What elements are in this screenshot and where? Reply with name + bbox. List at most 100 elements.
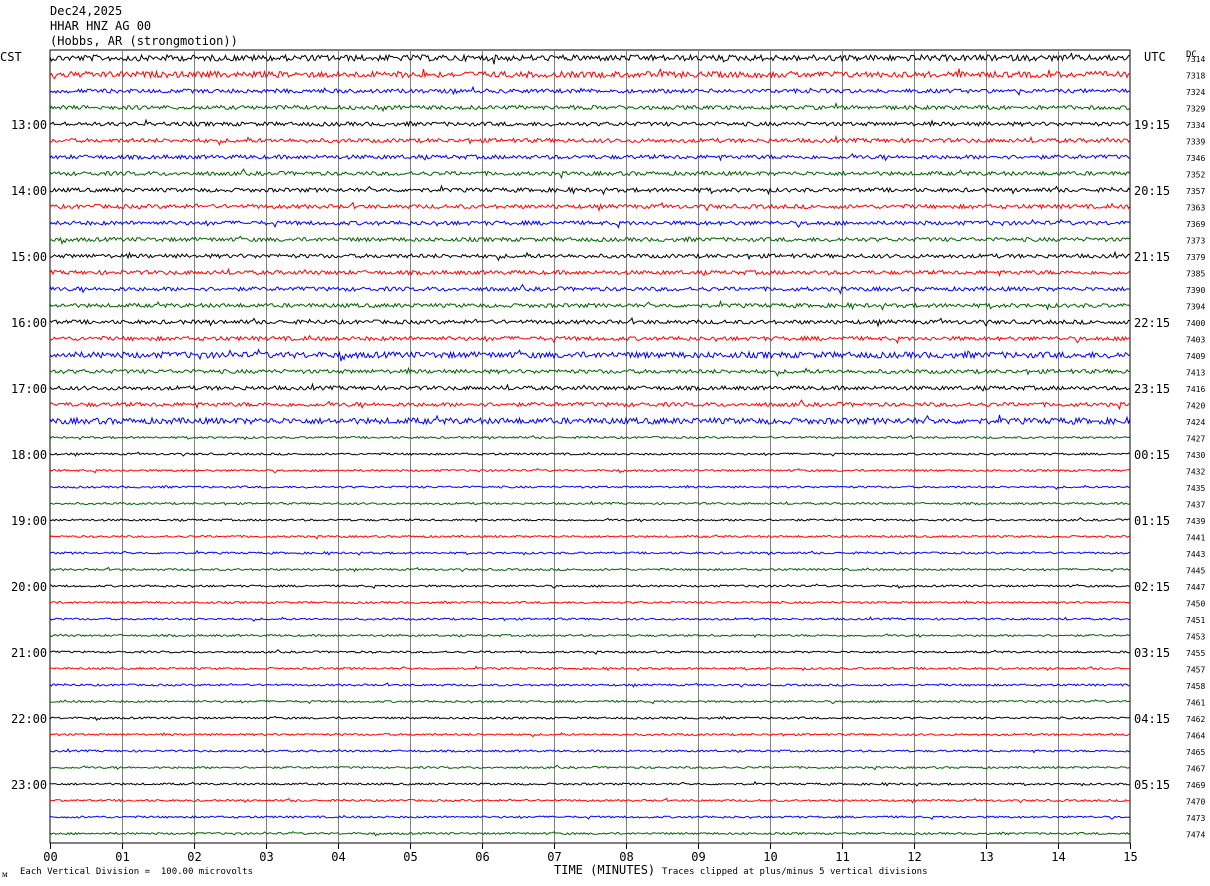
- corner-mark: ᴍ: [2, 870, 8, 880]
- seismic-trace: [49, 797, 1131, 804]
- seismic-trace: [49, 201, 1131, 213]
- seismic-trace: [49, 583, 1131, 589]
- x-tick-label: 03: [259, 850, 273, 864]
- seismic-trace: [49, 699, 1131, 705]
- x-tick-label: 05: [403, 850, 417, 864]
- dc-offset-label: 7430: [1186, 451, 1205, 460]
- dc-offset-label: 7451: [1186, 616, 1205, 625]
- seismic-trace: [49, 434, 1131, 441]
- dc-offset-label: 7379: [1186, 253, 1205, 262]
- dc-offset-label: 7373: [1186, 237, 1205, 246]
- dc-offset-label: 7363: [1186, 204, 1205, 213]
- seismic-trace: [49, 366, 1131, 378]
- dc-offset-label: 7447: [1186, 583, 1205, 592]
- seismic-trace: [49, 484, 1131, 490]
- dc-offset-label: 7474: [1186, 831, 1205, 840]
- seismic-trace: [49, 334, 1130, 345]
- dc-offset-label: 7369: [1186, 220, 1205, 229]
- seismic-trace: [49, 764, 1131, 771]
- dc-offset-label: 7453: [1186, 633, 1205, 642]
- dc-offset-label: 7467: [1186, 765, 1205, 774]
- dc-offset-label: 7357: [1186, 187, 1205, 196]
- seismic-trace: [49, 67, 1131, 80]
- dc-offset-label: 7424: [1186, 418, 1205, 427]
- cst-hour-label: 22:00: [11, 712, 47, 726]
- cst-hour-label: 13:00: [11, 118, 47, 132]
- seismic-trace: [49, 382, 1131, 392]
- seismic-trace: [49, 682, 1131, 689]
- scale-note: Each Vertical Division = 100.00 microvol…: [20, 867, 253, 877]
- x-tick-label: 09: [691, 850, 705, 864]
- seismic-trace: [49, 534, 1131, 540]
- cst-hour-label: 23:00: [11, 778, 47, 792]
- dc-offset-label: 7346: [1186, 154, 1205, 163]
- seismic-trace: [50, 600, 1131, 605]
- utc-hour-label: 00:15: [1134, 448, 1170, 462]
- seismic-trace: [49, 566, 1131, 573]
- utc-hour-label: 03:15: [1134, 646, 1170, 660]
- dc-offset-label: 7441: [1186, 534, 1205, 543]
- dc-offset-label: 7445: [1186, 567, 1205, 576]
- dc-offset-label: 7314: [1186, 55, 1205, 64]
- seismic-trace: [49, 85, 1131, 96]
- left-axis-title: CST: [0, 50, 22, 64]
- dc-title: DC: [1186, 50, 1197, 60]
- seismic-trace: [49, 118, 1131, 128]
- seismic-trace: [49, 732, 1131, 738]
- seismic-trace: [49, 517, 1131, 523]
- seismic-trace: [49, 715, 1131, 721]
- cst-hour-label: 19:00: [11, 514, 47, 528]
- dc-offset-label: 7458: [1186, 682, 1205, 691]
- seismic-trace: [49, 299, 1131, 311]
- seismic-trace: [49, 134, 1131, 147]
- dc-offset-label: 7443: [1186, 550, 1205, 559]
- seismic-trace: [50, 748, 1131, 754]
- utc-hour-label: 23:15: [1134, 382, 1170, 396]
- dc-offset-label: 7464: [1186, 732, 1205, 741]
- seismic-trace: [49, 267, 1131, 278]
- x-tick-label: 15: [1123, 850, 1137, 864]
- seismic-trace: [50, 250, 1131, 262]
- seismic-trace: [49, 168, 1131, 180]
- dc-offset-label: 7329: [1186, 105, 1205, 114]
- dc-offset-label: 7390: [1186, 286, 1205, 295]
- x-tick-label: 00: [43, 850, 57, 864]
- x-tick-label: 13: [979, 850, 993, 864]
- x-tick-label: 08: [619, 850, 633, 864]
- dc-offset-label: 7339: [1186, 138, 1205, 147]
- seismic-trace: [49, 549, 1131, 556]
- dc-offset-label: 7318: [1186, 72, 1205, 81]
- header-date: Dec24,2025: [50, 4, 123, 18]
- x-tick-label: 06: [475, 850, 489, 864]
- seismic-trace: [49, 235, 1131, 246]
- seismic-trace: [49, 468, 1131, 474]
- seismic-trace: [49, 633, 1131, 638]
- utc-hour-label: 20:15: [1134, 184, 1170, 198]
- dc-offset-label: 7461: [1186, 699, 1205, 708]
- x-tick-label: 11: [835, 850, 849, 864]
- cst-hour-label: 21:00: [11, 646, 47, 660]
- cst-hour-label: 18:00: [11, 448, 47, 462]
- x-tick-label: 12: [907, 850, 921, 864]
- utc-hour-label: 01:15: [1134, 514, 1170, 528]
- utc-hour-label: 21:15: [1134, 250, 1170, 264]
- seismic-trace: [49, 665, 1131, 672]
- dc-offset-label: 7435: [1186, 484, 1205, 493]
- utc-hour-label: 04:15: [1134, 712, 1170, 726]
- seismic-trace: [49, 451, 1131, 458]
- seismic-trace: [49, 283, 1131, 295]
- seismic-trace: [49, 153, 1131, 162]
- header-location: (Hobbs, AR (strongmotion)): [50, 34, 238, 48]
- cst-hour-label: 15:00: [11, 250, 47, 264]
- seismic-trace: [49, 52, 1131, 65]
- cst-hour-label: 14:00: [11, 184, 47, 198]
- dc-offset-label: 7432: [1186, 468, 1205, 477]
- x-tick-label: 04: [331, 850, 345, 864]
- dc-offset-label: 7352: [1186, 171, 1205, 180]
- seismic-trace: [49, 218, 1131, 229]
- x-tick-label: 01: [115, 850, 129, 864]
- dc-offset-label: 7473: [1186, 814, 1205, 823]
- seismic-trace: [49, 780, 1130, 787]
- seismic-trace: [49, 616, 1131, 622]
